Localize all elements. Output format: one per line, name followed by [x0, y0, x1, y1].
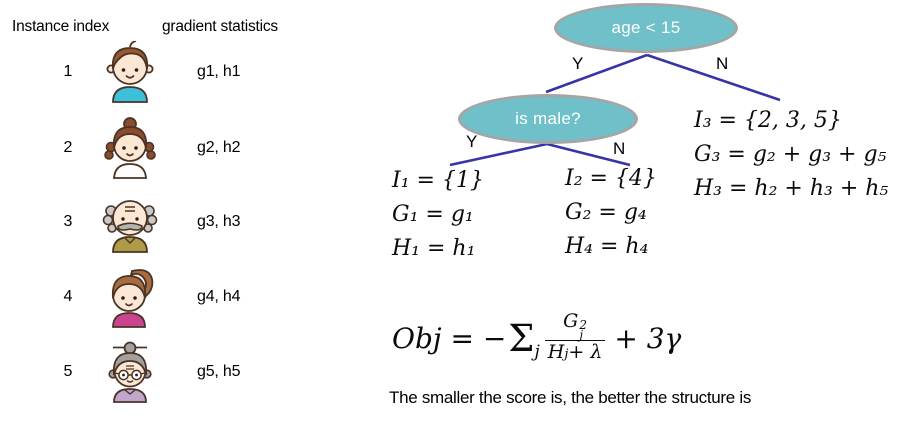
edge-child-no — [546, 142, 631, 167]
leaf-stats-3: I₃ = {2, 3, 5} G₃ = g₂ + g₃ + g₅ H₃ = h₂… — [694, 104, 888, 206]
boy-avatar-icon — [100, 41, 160, 103]
instance-row-5: 5 g5, h5 — [46, 340, 346, 404]
woman-avatar-icon — [100, 266, 160, 328]
child-node-label: is male? — [515, 109, 581, 128]
leaf-3-line-3: H₃ = h₂ + h₃ + h₅ — [694, 176, 889, 201]
instance-index-header: Instance index — [12, 18, 110, 35]
old-man-avatar-icon — [100, 191, 160, 253]
instance-index-2: 2 — [63, 139, 73, 156]
leaf-2-line-1: I₂ = {4} — [565, 166, 657, 191]
leaf-1-line-3: H₁ = h₁ — [392, 236, 476, 261]
instance-row-3: 3 g3, h3 — [46, 190, 346, 254]
root-node: age < 15 — [554, 3, 738, 53]
formula-denominator: H j + λ — [545, 341, 606, 363]
leaf-3-line-2: G₃ = g₂ + g₃ + g₅ — [694, 142, 887, 167]
gradient-stats-label-5: g5, h5 — [197, 363, 241, 380]
instance-row-1: 1 g1, h1 — [46, 40, 346, 104]
numerator-supsub: 2 j — [579, 318, 587, 342]
denominator-rest: + λ — [568, 341, 603, 363]
edge-root-yes — [545, 53, 648, 94]
formula-sigma: Σ — [508, 316, 535, 360]
leaf-1-line-2: G₁ = g₁ — [392, 202, 474, 227]
branch-label-child-no: N — [613, 139, 626, 158]
leaf-3-line-1: I₃ = {2, 3, 5} — [694, 108, 842, 133]
leaf-2-line-3: H₄ = h₄ — [565, 234, 649, 259]
formula-fraction: G 2 j H j + λ — [544, 310, 606, 363]
leaf-stats-1: I₁ = {1} G₁ = g₁ H₁ = h₁ — [392, 164, 484, 266]
gradient-stats-label-4: g4, h4 — [197, 288, 241, 305]
instance-index-4: 4 — [63, 288, 73, 305]
numerator-sub: j — [579, 328, 584, 342]
gradient-stats-label-2: g2, h2 — [197, 139, 241, 156]
leaf-2-line-2: G₂ = g₄ — [565, 200, 647, 225]
instance-index-5: 5 — [63, 363, 73, 380]
grandma-avatar-icon — [100, 341, 160, 403]
child-node: is male? — [458, 94, 638, 144]
leaf-1-line-1: I₁ = {1} — [392, 168, 484, 193]
formula-numerator: G 2 j — [560, 310, 590, 342]
instance-row-2: 2 g2, h2 — [46, 116, 346, 180]
gradient-stats-label-3: g3, h3 — [197, 213, 241, 230]
gradient-statistics-header: gradient statistics — [162, 18, 278, 35]
gradient-stats-label-1: g1, h1 — [197, 63, 241, 80]
numerator-base: G — [563, 310, 579, 332]
edge-child-yes — [449, 142, 548, 167]
denominator-sub: j — [564, 347, 569, 362]
caption: The smaller the score is, the better the… — [389, 388, 752, 407]
branch-label-root-yes: Y — [572, 54, 584, 73]
fraction-bar — [544, 340, 606, 341]
instance-index-3: 3 — [63, 213, 73, 230]
instance-row-4: 4 g4, h4 — [46, 265, 346, 329]
formula-tail: + 3γ — [614, 321, 682, 355]
instance-index-1: 1 — [63, 63, 73, 80]
objective-formula: Obj = − Σ j G 2 j H j + λ + 3γ — [392, 310, 682, 364]
edge-root-no — [646, 53, 781, 102]
formula-sigma-sub: j — [534, 341, 540, 362]
numerator-sup: 2 — [579, 318, 587, 332]
denominator-base: H — [547, 341, 565, 363]
formula-lead: Obj = − — [392, 321, 507, 355]
branch-label-root-no: N — [716, 54, 729, 73]
root-node-label: age < 15 — [611, 18, 681, 37]
branch-label-child-yes: Y — [466, 132, 478, 151]
girl-avatar-icon — [100, 117, 160, 179]
tree-edges — [449, 53, 781, 167]
leaf-stats-2: I₂ = {4} G₂ = g₄ H₄ = h₄ — [565, 162, 657, 264]
